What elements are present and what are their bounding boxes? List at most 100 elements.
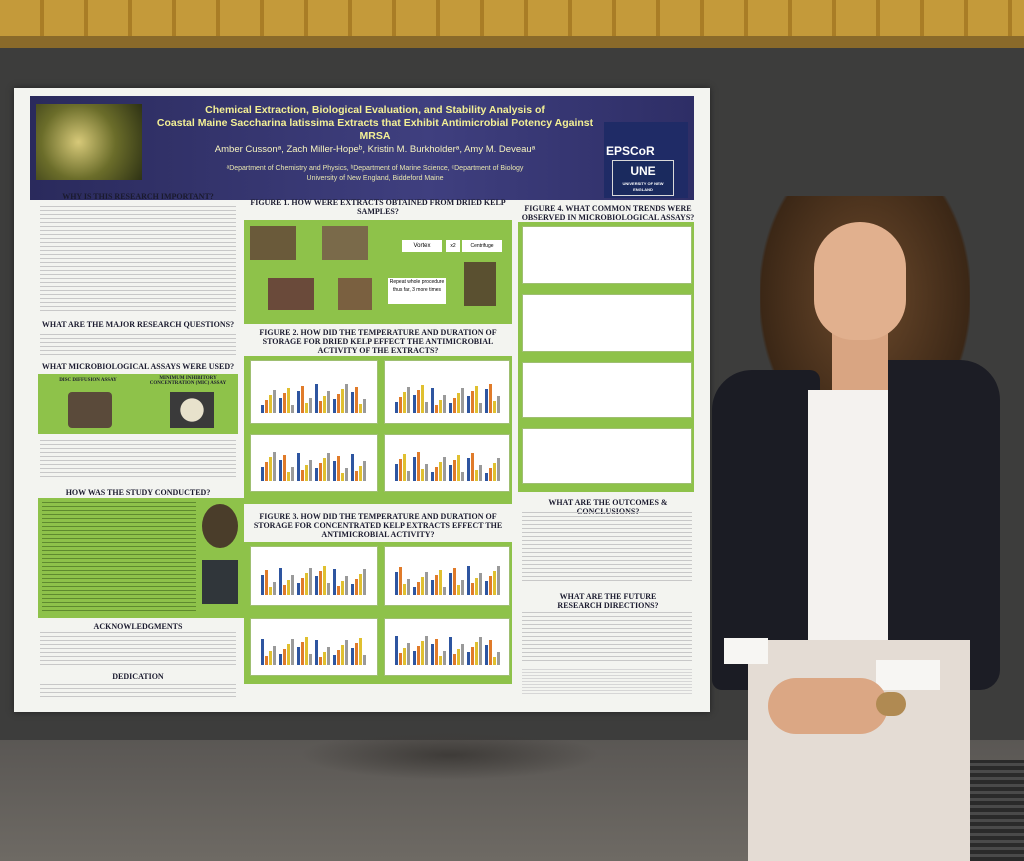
affiliation-line1: ᵃDepartment of Chemistry and Physics, ᵇD… [226, 165, 524, 172]
poster-chart-bar [359, 574, 362, 595]
kelp-photo [36, 104, 142, 180]
fig2-chart-b [384, 360, 510, 424]
poster-chart-bar [467, 566, 470, 595]
poster-chart-bar [449, 465, 452, 481]
poster-chart-bar [363, 569, 366, 595]
poster-chart-bar [327, 647, 330, 665]
poster-chart-bar [461, 644, 464, 665]
poster-chart-bar [449, 403, 452, 413]
poster-chart-bar [309, 568, 312, 595]
poster-chart-bar [413, 395, 416, 413]
poster-chart-bar [417, 452, 420, 481]
poster-chart-bar [287, 472, 290, 481]
poster-chart-bar [399, 567, 402, 595]
poster-chart-bar [287, 644, 290, 665]
poster-chart-bar [309, 460, 312, 481]
poster-chart-bar [351, 648, 354, 665]
poster-chart-bar [279, 398, 282, 413]
fig3-chart-b [384, 546, 510, 606]
poster-chart-bar [457, 649, 460, 665]
poster-chart-bar [265, 462, 268, 481]
poster-chart-bar [493, 571, 496, 595]
fig4-heading: FIGURE 4. WHAT COMMON TRENDS WERE OBSERV… [521, 204, 695, 222]
poster-chart-bar [475, 642, 478, 665]
fig1-heading: FIGURE 1. HOW WERE EXTRACTS OBTAINED FRO… [250, 198, 506, 216]
fig3-chart-d [384, 618, 510, 676]
poster-chart-bar [291, 467, 294, 481]
poster-chart-bar [273, 646, 276, 665]
poster-chart-bar [351, 584, 354, 595]
poster-chart-bar [479, 465, 482, 481]
poster-chart-bar [287, 388, 290, 413]
poster-chart-bar [479, 573, 482, 595]
poster-chart-bar [443, 651, 446, 665]
poster-chart-bar [489, 384, 492, 413]
poster-chart-bar [359, 404, 362, 413]
poster-chart-bar [431, 580, 434, 595]
fig2-heading: FIGURE 2. HOW DID THE TEMPERATURE AND DU… [259, 328, 497, 355]
dried-kelp-photo [202, 504, 238, 548]
poster-chart-bar [461, 580, 464, 595]
poster-chart-bar [443, 457, 446, 481]
disc-diffusion-photo [68, 392, 112, 428]
poster-chart-bar [485, 473, 488, 481]
poster-chart-bar [319, 571, 322, 595]
poster-chart-bar [341, 389, 344, 413]
fig1-photo-3 [268, 278, 314, 310]
poster-chart-bar [309, 398, 312, 413]
poster-chart-bar [265, 656, 268, 665]
poster-chart-bar [461, 388, 464, 413]
poster-chart-bar [273, 452, 276, 481]
person-cuff-left [724, 638, 768, 664]
person-shirt [808, 390, 888, 640]
poster-chart-bar [425, 572, 428, 595]
poster-chart-bar [435, 639, 438, 665]
section-future-heading: WHAT ARE THE FUTURE RESEARCH DIRECTIONS? [557, 592, 659, 610]
une-logo: UNE UNIVERSITY OF NEW ENGLAND [612, 160, 674, 196]
poster-chart-bar [273, 582, 276, 595]
poster-chart-bar [323, 458, 326, 481]
poster-chart-bar [269, 457, 272, 481]
poster-chart-bar [471, 391, 474, 413]
poster-chart-bar [297, 583, 300, 595]
section-ack-heading: ACKNOWLEDGMENTS [93, 622, 183, 631]
poster-chart-bar [337, 394, 340, 413]
poster-chart-bar [453, 568, 456, 595]
poster-chart-bar [399, 459, 402, 481]
fig2-chart-c [250, 434, 378, 492]
poster-chart-bar [425, 464, 428, 481]
poster-chart-bar [439, 570, 442, 595]
poster-chart-bar [479, 637, 482, 665]
poster-chart-bar [315, 468, 318, 481]
fig3-chart-c [250, 618, 378, 676]
poster-chart-bar [345, 640, 348, 665]
poster-chart-bar [403, 392, 406, 413]
poster-chart-bar [399, 653, 402, 665]
person-jacket-left [712, 370, 820, 690]
poster-chart-bar [453, 398, 456, 413]
poster-chart-bar [319, 401, 322, 413]
poster-chart-bar [421, 385, 424, 413]
une-logo-text: UNE [630, 164, 656, 178]
poster-chart-bar [395, 402, 398, 413]
future-text [522, 612, 692, 664]
poster-chart-bar [431, 472, 434, 481]
poster-chart-bar [439, 462, 442, 481]
poster-chart-bar [333, 461, 336, 481]
poster-chart-bar [485, 645, 488, 665]
fig4-chart-c [522, 362, 692, 418]
epscor-logo: EPSCoR [606, 144, 655, 158]
poster-chart-bar [449, 637, 452, 665]
poster-chart-bar [467, 652, 470, 665]
poster-chart-bar [497, 458, 500, 481]
poster-title-line2: Coastal Maine Saccharina latissima Extra… [156, 117, 594, 142]
poster-chart-bar [355, 471, 358, 481]
poster-chart-bar [291, 639, 294, 665]
poster-chart-bar [279, 568, 282, 595]
poster-chart-bar [283, 455, 286, 481]
mic-label: MINIMUM INHIBITORY CONCENTRATION (MIC) A… [149, 376, 227, 386]
fig3-heading: FIGURE 3. HOW DID THE TEMPERATURE AND DU… [253, 512, 503, 539]
floor-shadow [300, 730, 600, 780]
poster-chart-bar [457, 585, 460, 595]
poster-chart-bar [435, 467, 438, 481]
